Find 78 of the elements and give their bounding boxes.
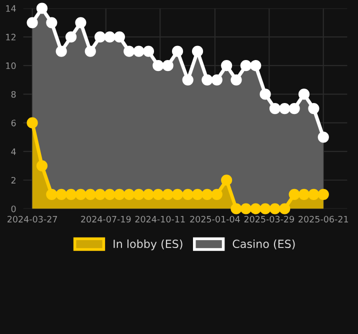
point: [260, 203, 271, 214]
point: [211, 188, 222, 200]
point: [75, 17, 86, 28]
point: [84, 46, 96, 57]
point: [202, 74, 213, 86]
point: [250, 60, 262, 72]
point: [104, 31, 116, 43]
x-tick-label: 2024-03-27: [8, 216, 57, 222]
point: [279, 102, 290, 114]
point: [221, 174, 232, 186]
point: [172, 188, 184, 200]
y-tick-label: 14: [6, 5, 16, 12]
y-tick-label: 10: [6, 62, 16, 70]
point: [182, 188, 194, 200]
point: [240, 60, 252, 72]
point: [308, 188, 320, 200]
point: [308, 102, 320, 114]
point: [211, 74, 222, 86]
point: [142, 188, 154, 200]
point: [162, 188, 174, 200]
point: [162, 60, 174, 72]
point: [260, 88, 271, 100]
point: [240, 203, 252, 214]
point: [152, 60, 164, 72]
point: [114, 188, 125, 200]
point: [288, 102, 300, 114]
y-tick-label: 0: [11, 206, 16, 212]
point: [133, 46, 144, 57]
point: [46, 17, 58, 28]
point: [298, 188, 310, 200]
legend-label: Casino (ES): [232, 239, 295, 250]
legend-label: In lobby (ES): [114, 239, 182, 250]
y-tick-label: 8: [11, 91, 16, 98]
point: [152, 188, 164, 200]
point: [250, 203, 262, 214]
y-tick-label: 4: [11, 148, 16, 155]
point: [279, 203, 290, 214]
point: [182, 74, 194, 86]
point: [94, 188, 106, 200]
point: [104, 188, 116, 200]
point: [46, 188, 58, 200]
point: [202, 188, 213, 200]
x-tick-label: 2025-01-04: [190, 216, 240, 222]
point: [172, 46, 184, 57]
point: [269, 203, 281, 214]
point: [36, 160, 48, 172]
point: [230, 203, 242, 214]
point: [65, 188, 77, 200]
point: [94, 31, 106, 43]
point: [114, 31, 125, 43]
x-tick-label: 2025-06-21: [298, 216, 348, 222]
point: [56, 188, 67, 200]
point: [56, 46, 67, 57]
point: [36, 2, 48, 14]
point: [230, 74, 242, 86]
y-tick-label: 2: [11, 176, 16, 184]
point: [269, 102, 281, 114]
y-tick-label: 12: [6, 34, 16, 40]
point: [84, 188, 96, 200]
x-tick-label: 2025-03-29: [244, 216, 294, 222]
point: [124, 46, 135, 57]
point: [192, 46, 204, 57]
point: [298, 88, 310, 100]
point: [318, 188, 329, 200]
point: [288, 188, 300, 200]
point: [26, 117, 38, 128]
point: [221, 60, 232, 72]
point: [318, 132, 329, 143]
point: [65, 31, 77, 43]
x-tick-label: 2024-07-19: [81, 216, 131, 222]
point: [26, 17, 38, 28]
point: [124, 188, 135, 200]
y-tick-label: 6: [11, 120, 16, 126]
point: [133, 188, 144, 200]
point: [192, 188, 204, 200]
x-tick-label: 2024-10-11: [135, 216, 185, 222]
point: [142, 46, 154, 57]
point: [75, 188, 86, 200]
